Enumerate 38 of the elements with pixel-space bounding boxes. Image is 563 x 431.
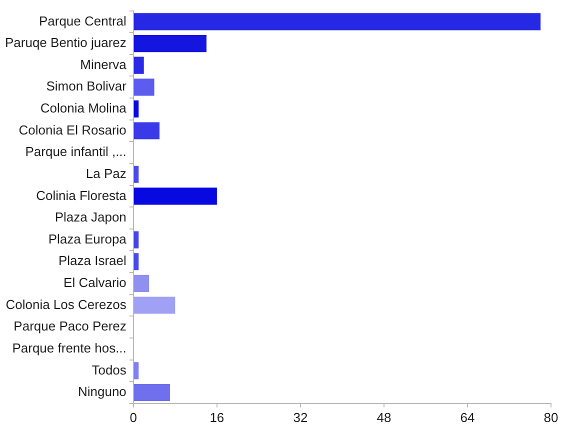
- y-tick-label: Todos: [92, 362, 127, 378]
- y-tick-label: Parque frente hos...: [12, 340, 126, 356]
- y-tick-label: Parque Central: [38, 13, 127, 28]
- y-tick-label: Colonia El Rosario: [18, 122, 126, 138]
- y-tick-label: Colinia Floresta: [36, 188, 128, 203]
- y-tick-label: Parque infantil ,...: [25, 144, 126, 160]
- bar: [134, 34, 206, 52]
- x-tick-label: 80: [544, 410, 558, 425]
- x-tick-label: 64: [460, 410, 475, 425]
- bar: [134, 274, 150, 292]
- y-tick-label: Plaza Europa: [48, 231, 128, 246]
- bar: [134, 56, 144, 74]
- x-tick-label: 16: [210, 410, 224, 425]
- y-tick-label: La Paz: [86, 166, 126, 181]
- y-tick-label: Plaza Japon: [54, 210, 126, 225]
- bar: [134, 253, 139, 270]
- y-tick-label: Minerva: [80, 56, 128, 72]
- y-tick-label: Simon Bolivar: [46, 78, 128, 94]
- bar: [134, 362, 139, 380]
- bar: [134, 296, 176, 314]
- x-tick-label: 32: [293, 410, 308, 425]
- bar: [134, 100, 139, 118]
- y-tick-label: Colonia Molina: [40, 100, 128, 116]
- bar: [134, 188, 217, 205]
- bar: [134, 166, 139, 183]
- x-tick-label: 48: [376, 410, 392, 425]
- bar: [134, 13, 541, 30]
- bar: [134, 384, 170, 402]
- y-tick-label: Parque Paco Perez: [14, 318, 126, 334]
- y-tick-label: Plaza Israel: [58, 253, 127, 268]
- y-tick-label: Ninguno: [78, 384, 126, 400]
- y-tick-label: El Calvario: [64, 275, 126, 290]
- bar: [134, 231, 139, 248]
- y-tick-label: Colonia Los Cerezos: [6, 296, 127, 312]
- y-tick-label: Paruqe Bentio juarez: [4, 35, 126, 50]
- x-tick-label: 0: [130, 410, 138, 425]
- bar: [134, 122, 160, 140]
- bar: [134, 78, 154, 96]
